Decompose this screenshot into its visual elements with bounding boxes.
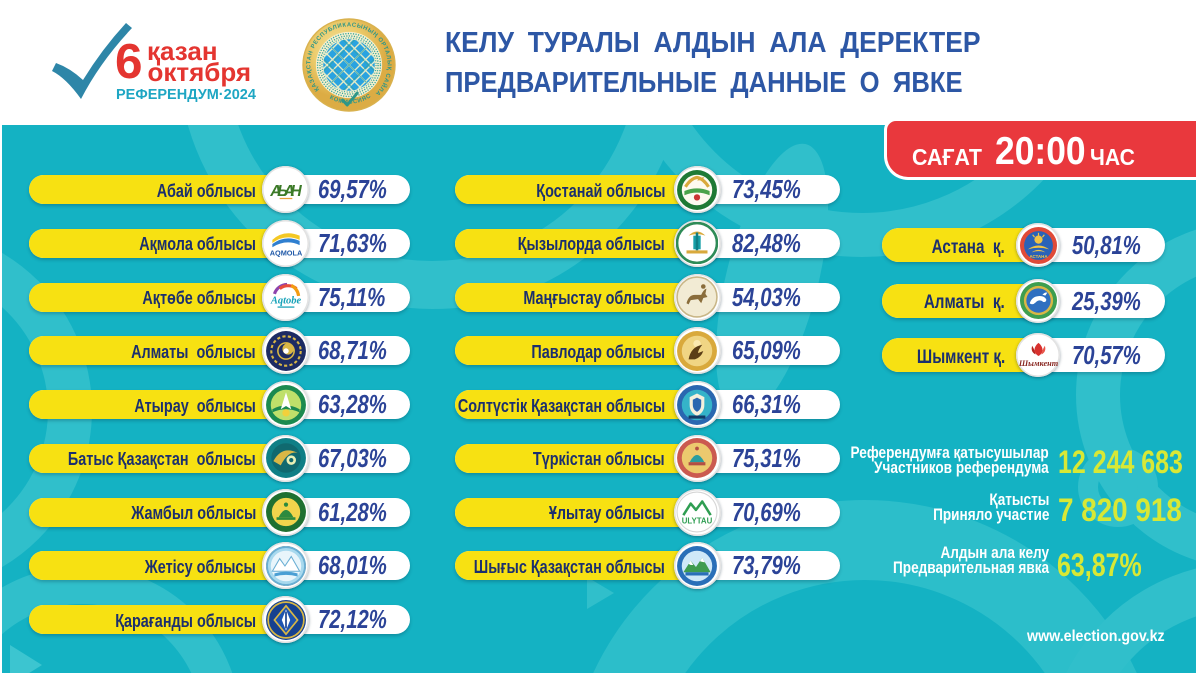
svg-text:ULYTAU: ULYTAU	[682, 517, 713, 526]
svg-text:АСТАНА: АСТАНА	[1029, 254, 1048, 259]
svg-text:Шымкент: Шымкент	[1019, 359, 1058, 368]
svg-text:Aqtobe: Aqtobe	[269, 295, 301, 306]
svg-text:AQMOLA: AQMOLA	[269, 249, 302, 258]
svg-text:АЬАН: АЬАН	[269, 182, 302, 199]
